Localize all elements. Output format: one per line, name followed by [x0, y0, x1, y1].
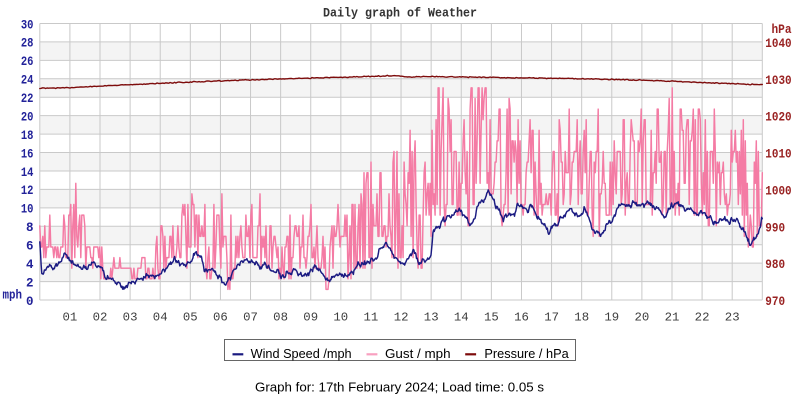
svg-text:22: 22	[695, 311, 710, 325]
svg-text:1000: 1000	[765, 184, 791, 198]
svg-text:28: 28	[21, 37, 34, 51]
svg-text:14: 14	[21, 166, 34, 180]
svg-text:17: 17	[544, 311, 559, 325]
svg-text:Pressure / hPa: Pressure / hPa	[484, 347, 568, 361]
svg-text:Wind Speed /mph: Wind Speed /mph	[251, 347, 352, 361]
svg-text:2: 2	[26, 276, 34, 290]
svg-text:15: 15	[484, 311, 499, 325]
svg-text:6: 6	[26, 240, 34, 254]
svg-text:05: 05	[183, 311, 198, 325]
svg-text:01: 01	[63, 311, 78, 325]
svg-text:8: 8	[26, 221, 34, 235]
svg-text:08: 08	[273, 311, 288, 325]
svg-text:12: 12	[21, 184, 34, 198]
svg-text:18: 18	[21, 129, 34, 143]
svg-text:13: 13	[424, 311, 439, 325]
svg-text:16: 16	[21, 147, 34, 161]
svg-text:19: 19	[604, 311, 619, 325]
svg-text:1010: 1010	[765, 148, 791, 162]
svg-text:30: 30	[21, 18, 34, 32]
svg-text:Gust / mph: Gust / mph	[385, 347, 451, 361]
svg-text:Daily graph of Weather: Daily graph of Weather	[323, 6, 477, 21]
svg-text:22: 22	[21, 92, 34, 106]
svg-text:980: 980	[765, 258, 785, 272]
svg-text:06: 06	[213, 311, 228, 325]
svg-text:14: 14	[454, 311, 469, 325]
svg-text:20: 20	[21, 111, 34, 125]
svg-text:mph: mph	[3, 288, 23, 302]
svg-text:1020: 1020	[765, 111, 791, 125]
svg-text:16: 16	[514, 311, 529, 325]
svg-text:03: 03	[123, 311, 138, 325]
svg-text:24: 24	[21, 74, 34, 88]
svg-text:12: 12	[394, 311, 409, 325]
svg-text:18: 18	[574, 311, 589, 325]
svg-text:20: 20	[635, 311, 650, 325]
svg-text:4: 4	[26, 258, 34, 272]
svg-text:hPa: hPa	[772, 23, 792, 37]
svg-text:970: 970	[765, 295, 785, 309]
svg-text:1040: 1040	[765, 37, 791, 51]
svg-text:02: 02	[93, 311, 108, 325]
svg-text:0: 0	[26, 295, 34, 309]
svg-text:990: 990	[765, 221, 785, 235]
svg-text:04: 04	[153, 311, 168, 325]
svg-text:23: 23	[725, 311, 740, 325]
svg-text:10: 10	[333, 311, 348, 325]
svg-text:1030: 1030	[765, 74, 791, 88]
svg-text:Graph for: 17th February 2024;: Graph for: 17th February 2024; Load time…	[255, 381, 544, 395]
svg-text:26: 26	[21, 55, 34, 69]
svg-text:07: 07	[243, 311, 258, 325]
svg-text:11: 11	[364, 311, 379, 325]
svg-text:09: 09	[303, 311, 318, 325]
svg-text:21: 21	[665, 311, 680, 325]
svg-text:10: 10	[21, 203, 34, 217]
